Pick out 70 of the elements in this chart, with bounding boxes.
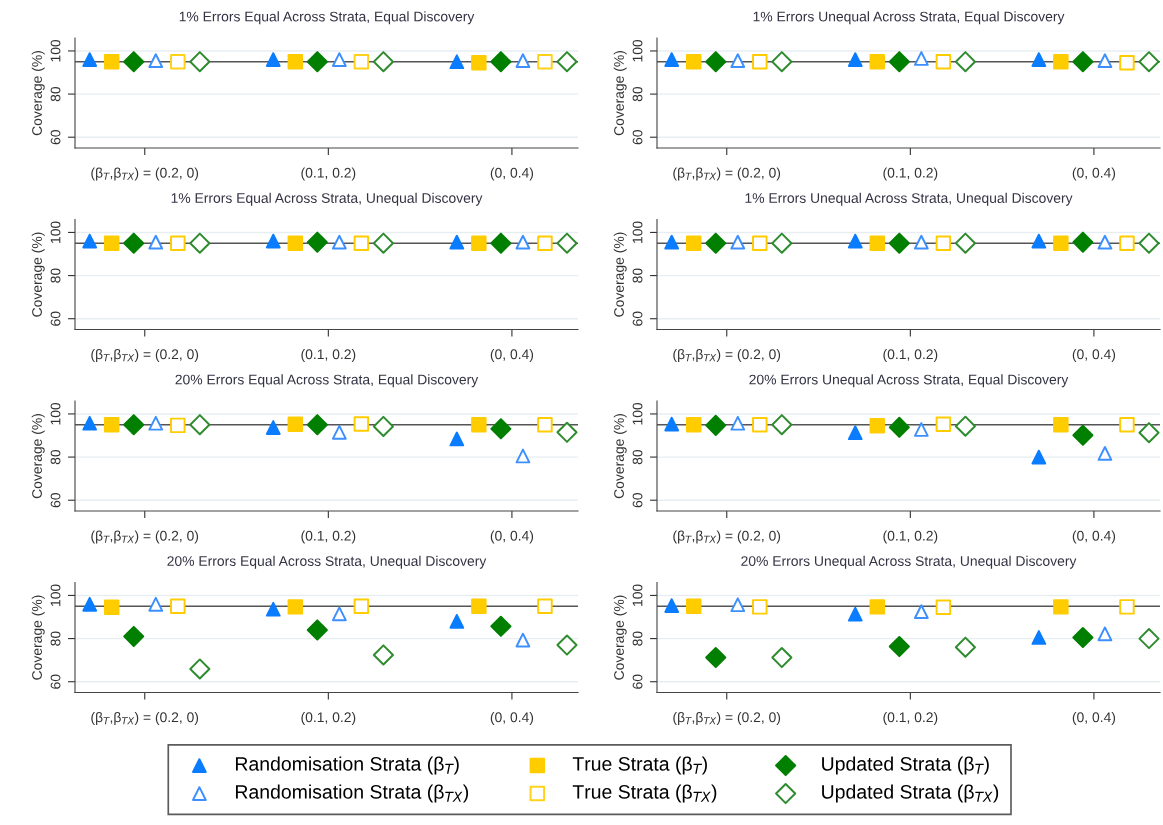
x-tick-label: (0, 0.4): [1072, 711, 1116, 725]
y-tick-label: 80: [632, 86, 643, 102]
y-tick-label: 60: [50, 311, 61, 326]
x-tick-label: (0.1, 0.2): [883, 348, 938, 362]
chart-title: 20% Errors Equal Across Strata, Unequal Discovery: [167, 555, 487, 569]
y-tick-label: 100: [632, 402, 643, 425]
y-tick-label: 100: [632, 221, 643, 243]
y-tick-label: 80: [50, 86, 61, 102]
chart-title: 1% Errors Equal Across Strata, Equal Discovery: [179, 11, 475, 25]
x-tick-label: (0.1, 0.2): [301, 167, 356, 181]
y-tick-label: 100: [50, 402, 61, 425]
y-tick-label: 100: [632, 39, 643, 62]
y-axis-title: Coverage (%): [31, 414, 45, 499]
x-tick-label: (0, 0.4): [1072, 530, 1116, 544]
x-tick-label: (0.1, 0.2): [301, 348, 356, 362]
x-tick-label: (β$_{T}$,β$_{TX}$) = (0.2, 0): [673, 348, 781, 362]
x-tick-label: (0, 0.4): [490, 530, 534, 544]
x-tick-label: (0, 0.4): [1072, 167, 1116, 181]
x-tick-label: (0, 0.4): [490, 167, 534, 181]
x-tick-label: (0.1, 0.2): [883, 530, 938, 544]
x-tick-label: (β$_{T}$,β$_{TX}$) = (0.2, 0): [91, 530, 199, 544]
chart-title: 1% Errors Unequal Across Strata, Equal Discovery: [753, 11, 1065, 25]
x-tick-label: (0, 0.4): [490, 348, 534, 362]
legend-label: True Strata (β$_{T}$): [572, 756, 707, 775]
y-axis-title: Coverage (%): [31, 232, 45, 317]
x-tick-label: (0, 0.4): [490, 711, 534, 725]
y-tick-label: 60: [632, 674, 643, 689]
y-tick-label: 60: [50, 493, 61, 508]
x-tick-label: (β$_{T}$,β$_{TX}$) = (0.2, 0): [673, 711, 781, 725]
y-axis-title: Coverage (%): [613, 414, 627, 499]
y-tick-label: 80: [632, 631, 643, 646]
y-tick-label: 80: [50, 449, 61, 465]
y-tick-label: 100: [50, 39, 61, 62]
legend-label: Updated Strata (β$_{TX}$): [822, 784, 999, 803]
x-tick-label: (β$_{T}$,β$_{TX}$) = (0.2, 0): [673, 167, 781, 181]
chart-title: 1% Errors Equal Across Strata, Unequal Discovery: [171, 192, 483, 206]
y-tick-label: 60: [50, 130, 61, 145]
legend-label: Randomisation Strata (β$_{T}$): [235, 756, 459, 775]
x-tick-label: (0, 0.4): [1072, 348, 1116, 362]
legend-label: True Strata (β$_{TX}$): [572, 784, 717, 803]
x-tick-label: (0.1, 0.2): [883, 711, 938, 725]
x-tick-label: (β$_{T}$,β$_{TX}$) = (0.2, 0): [91, 711, 199, 725]
y-tick-label: 60: [50, 674, 61, 689]
legend-label: Randomisation Strata (β$_{TX}$): [235, 784, 469, 803]
x-tick-label: (0.1, 0.2): [301, 711, 356, 725]
x-tick-label: (β$_{T}$,β$_{TX}$) = (0.2, 0): [91, 348, 199, 362]
y-axis-title: Coverage (%): [613, 595, 627, 680]
y-tick-label: 80: [50, 268, 61, 283]
y-tick-label: 80: [50, 631, 61, 646]
x-tick-label: (β$_{T}$,β$_{TX}$) = (0.2, 0): [673, 530, 781, 544]
y-axis-title: Coverage (%): [613, 232, 627, 317]
y-axis-title: Coverage (%): [31, 51, 45, 136]
y-tick-label: 80: [632, 268, 643, 283]
chart-title: 1% Errors Unequal Across Strata, Unequal Discovery: [745, 192, 1073, 206]
y-tick-label: 60: [632, 311, 643, 326]
x-tick-label: (0.1, 0.2): [883, 167, 938, 181]
x-tick-label: (0.1, 0.2): [301, 530, 356, 544]
y-axis-title: Coverage (%): [31, 595, 45, 680]
y-tick-label: 100: [50, 584, 61, 606]
y-tick-label: 100: [632, 584, 643, 606]
x-tick-label: (β$_{T}$,β$_{TX}$) = (0.2, 0): [91, 167, 199, 181]
y-axis-title: Coverage (%): [613, 51, 627, 136]
y-tick-label: 100: [50, 221, 61, 243]
chart-title: 20% Errors Unequal Across Strata, Unequal Discovery: [741, 555, 1077, 569]
y-tick-label: 60: [632, 493, 643, 508]
y-tick-label: 80: [632, 449, 643, 465]
y-tick-label: 60: [632, 130, 643, 145]
chart-title: 20% Errors Unequal Across Strata, Equal Discovery: [749, 374, 1069, 388]
legend-label: Updated Strata (β$_{T}$): [822, 756, 989, 775]
chart-title: 20% Errors Equal Across Strata, Equal Discovery: [175, 374, 479, 388]
